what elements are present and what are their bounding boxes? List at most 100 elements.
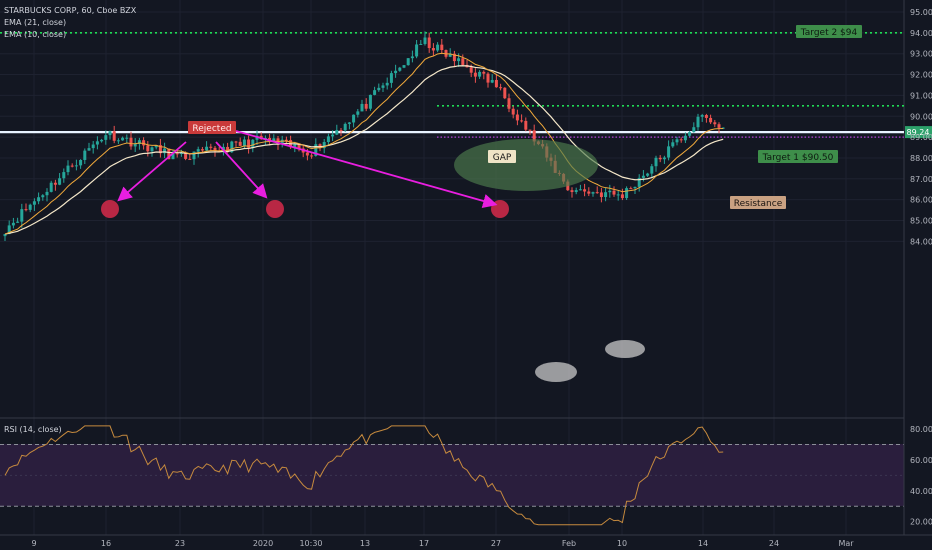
horizontal-levels (0, 32, 904, 138)
time-tick-label: 17 (419, 539, 429, 548)
candle-body (578, 189, 582, 191)
candle-body (599, 192, 603, 198)
candle-body (356, 111, 360, 115)
candle-body (116, 140, 120, 142)
rejection-marker (266, 200, 284, 218)
rejected-arrow (117, 141, 187, 202)
price-tick-label: 94.00 (910, 29, 932, 38)
candle-body (87, 148, 91, 151)
candle-body (583, 189, 587, 192)
candle-body (436, 44, 440, 51)
candle-body (528, 129, 532, 131)
candle-body (389, 73, 393, 83)
candle-body (633, 186, 637, 189)
candle-body (692, 127, 696, 133)
candle-body (20, 209, 24, 222)
price-tick-label: 91.00 (910, 91, 932, 100)
time-axis[interactable]: 9 16 23 2020 10:30 13 17 27 Feb 10 14 24 Mar (31, 539, 854, 548)
candle-body (7, 225, 11, 235)
rejection-marker (491, 200, 509, 218)
price-tick-label: 93.00 (910, 50, 932, 59)
candle-body (209, 146, 213, 148)
candle-body (24, 209, 28, 211)
candle-body (461, 58, 465, 65)
candle-body (314, 144, 318, 156)
candle-body (717, 124, 721, 128)
legend-ema10: EMA (10, close) (4, 30, 67, 39)
price-tick-label: 95.00 (910, 8, 932, 17)
candle-body (133, 144, 137, 147)
candle-body (297, 144, 301, 149)
candle-body (457, 58, 461, 62)
candle-body (629, 188, 633, 190)
candle-body (696, 116, 700, 128)
candle-body (419, 43, 423, 45)
annotations: Target 2 $94 Target 1 $90.50 Resistance Rej… (101, 25, 932, 382)
candle-body (129, 137, 133, 147)
candle-body (268, 137, 272, 141)
rejected-arrow (215, 141, 268, 199)
candle-body (364, 103, 368, 109)
ema21-line (4, 65, 724, 235)
candle-body (478, 71, 482, 77)
candle-body (238, 141, 242, 146)
candle-body (431, 48, 435, 51)
support-marker (605, 340, 645, 358)
candle-body (91, 144, 95, 149)
candle-body (125, 137, 129, 139)
candle-body (192, 151, 196, 160)
candle-body (158, 145, 162, 154)
candle-body (646, 173, 650, 176)
candle-body (196, 149, 200, 152)
candle-body (381, 85, 385, 88)
candle-body (179, 152, 183, 154)
candle-body (150, 147, 154, 152)
candle-body (587, 191, 591, 194)
price-tick-label: 84.00 (910, 237, 932, 246)
candle-body (32, 201, 36, 205)
candle-body (612, 190, 616, 195)
resistance-label: Resistance (730, 196, 786, 209)
candle-body (368, 94, 372, 109)
candle-body (515, 114, 519, 121)
candle-body (339, 130, 343, 132)
price-axis[interactable]: 95.00 94.00 93.00 92.00 91.00 90.00 89.00 88.00… (910, 8, 932, 527)
candle-body (688, 132, 692, 136)
candle-body (511, 108, 515, 115)
candle-body (226, 146, 230, 153)
resistance-label-text: Resistance (734, 199, 783, 209)
time-tick-label: 2020 (253, 539, 273, 548)
candle-body (293, 144, 297, 148)
candle-body (167, 148, 171, 160)
candle-body (45, 191, 49, 196)
candle-body (310, 155, 314, 157)
candle-body (11, 222, 15, 226)
candle-body (667, 146, 671, 158)
candle-body (305, 152, 309, 156)
candle-body (499, 87, 503, 89)
gap-zone (454, 139, 598, 191)
price-tick-label: 92.00 (910, 71, 932, 80)
time-tick-label: 10:30 (299, 539, 322, 548)
candle-body (604, 192, 608, 198)
candle-body (108, 131, 112, 136)
candle-body (347, 122, 351, 124)
time-tick-label: 23 (175, 539, 185, 548)
candle-body (360, 103, 364, 112)
candle-body (595, 192, 599, 194)
candle-body (452, 53, 456, 62)
time-tick-label: 10 (617, 539, 627, 548)
candle-body (62, 172, 66, 179)
price-tick-label: 89.00 (910, 133, 932, 142)
last-price-box (905, 126, 932, 139)
candle-body (377, 87, 381, 91)
candle-body (28, 204, 32, 210)
target2-label: Target 2 $94 (796, 25, 862, 38)
candle-body (394, 70, 398, 74)
candle-body (175, 153, 179, 155)
candle-body (230, 141, 234, 153)
candle-body (654, 157, 658, 167)
time-tick-label: 9 (31, 539, 36, 548)
candle-body (469, 67, 473, 73)
